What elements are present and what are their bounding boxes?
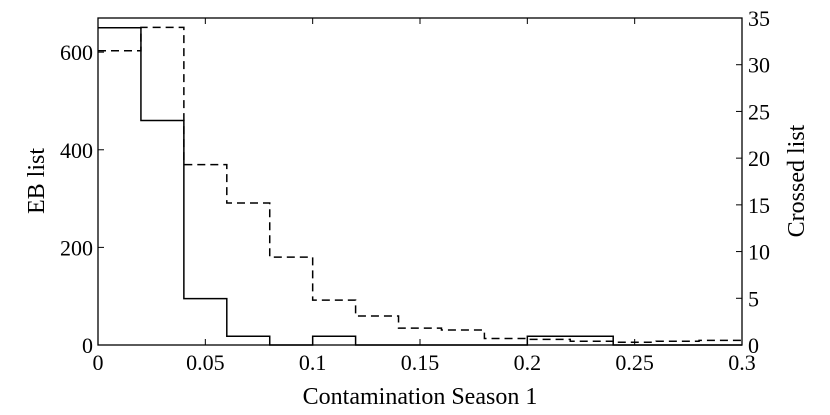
x-tick-label: 0.2 bbox=[514, 350, 542, 375]
x-tick-label: 0 bbox=[93, 350, 104, 375]
y-right-tick-label: 5 bbox=[748, 286, 759, 311]
x-tick-label: 0.3 bbox=[728, 350, 756, 375]
plot-area bbox=[97, 17, 743, 346]
y-right-tick-label: 15 bbox=[748, 193, 770, 218]
y-right-tick-label: 25 bbox=[748, 99, 770, 124]
y-left-tick-label: 200 bbox=[60, 235, 93, 260]
series-eb-list-line bbox=[98, 27, 742, 346]
x-axis-title: Contamination Season 1 bbox=[303, 384, 538, 410]
series-crossed-list-line bbox=[98, 26, 742, 343]
y-left-tick-label: 600 bbox=[60, 40, 93, 65]
y-right-tick-label: 0 bbox=[748, 333, 759, 358]
y-right-axis-title: Crossed list bbox=[784, 124, 810, 237]
y-right-tick-label: 35 bbox=[748, 6, 770, 31]
y-right-tick-label: 30 bbox=[748, 53, 770, 78]
x-tick-label: 0.25 bbox=[615, 350, 654, 375]
tick-marks bbox=[97, 17, 743, 346]
y-left-tick-label: 400 bbox=[60, 138, 93, 163]
x-tick-label: 0.05 bbox=[186, 350, 225, 375]
y-right-tick-label: 10 bbox=[748, 240, 770, 265]
y-right-tick-label: 20 bbox=[748, 146, 770, 171]
tick-labels: 0 0.05 0.1 0.15 0.2 0.25 0.3020040060005101520… bbox=[60, 6, 770, 375]
y-left-tick-label: 0 bbox=[82, 333, 93, 358]
series-group bbox=[98, 26, 742, 346]
x-tick-label: 0.1 bbox=[299, 350, 327, 375]
x-tick-label: 0.15 bbox=[401, 350, 440, 375]
y-left-axis-title: EB list bbox=[24, 148, 50, 214]
